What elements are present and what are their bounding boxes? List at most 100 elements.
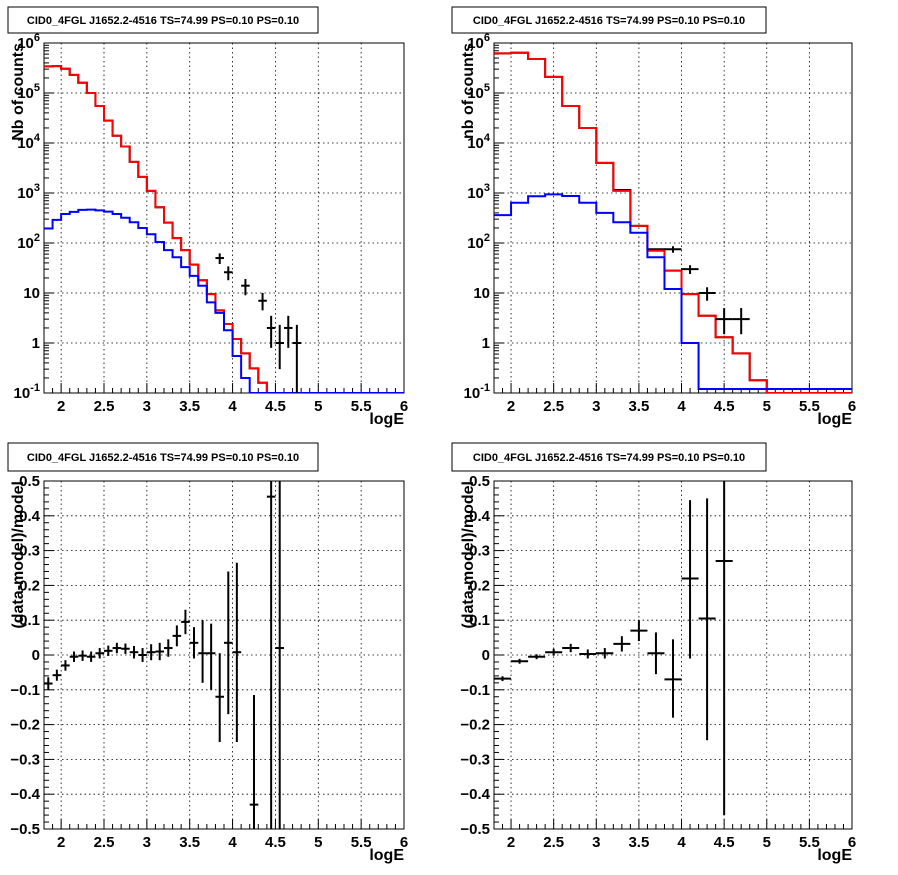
x-tick-label: 3 (143, 834, 151, 851)
x-tick-label: 4.5 (714, 398, 735, 415)
x-tick-label: 3 (592, 398, 600, 415)
data-point (681, 500, 699, 659)
y-tick-label: 102 (467, 232, 490, 252)
x-tick-label: 4.5 (265, 398, 286, 415)
data-point (266, 315, 276, 348)
data-point (715, 481, 733, 816)
y-tick-label: 1 (32, 335, 40, 352)
chart-panel-3: CID0_4FGL J1652.2-4516 TS=74.99 PS=0.10 … (7, 442, 408, 864)
y-tick-label: −0.2 (460, 717, 490, 734)
data-point (198, 620, 207, 683)
x-tick-label: 6 (400, 398, 408, 415)
data-point (52, 669, 62, 681)
y-tick-label: 104 (467, 132, 491, 152)
y-tick-label: −0.2 (10, 717, 40, 734)
data-point (164, 639, 173, 657)
data-point (511, 658, 529, 664)
data-point (266, 481, 276, 829)
y-axis-label: (data-model)/model (460, 481, 477, 629)
grid (494, 43, 852, 393)
data-point (206, 623, 216, 690)
y-tick-label: 10-1 (464, 382, 490, 402)
y-tick-label: 0 (32, 647, 40, 664)
x-tick-label: 2.5 (543, 834, 564, 851)
data-layer (494, 51, 852, 393)
x-tick-label: 2 (507, 834, 515, 851)
chart-panel-4: CID0_4FGL J1652.2-4516 TS=74.99 PS=0.10 … (451, 442, 856, 864)
x-tick-label: 5 (763, 834, 771, 851)
x-tick-label: 4.5 (265, 834, 286, 851)
data-layer (44, 481, 284, 829)
data-layer (44, 65, 404, 393)
data-point (275, 481, 284, 829)
y-tick-label: 0.4 (469, 508, 491, 525)
plot-frame (43, 42, 405, 394)
data-point (44, 677, 53, 690)
y-tick-label: −0.3 (10, 751, 40, 768)
y-tick-label: 105 (17, 82, 40, 102)
data-point (681, 265, 699, 274)
x-tick-label: 3 (143, 398, 151, 415)
data-point (698, 498, 716, 741)
data-point (284, 315, 293, 348)
chart-panel-2: CID0_4FGL J1652.2-4516 TS=74.99 PS=0.10 … (451, 6, 856, 428)
x-tick-label: 5 (763, 398, 771, 415)
y-tick-label: −0.1 (460, 682, 490, 699)
data-point (562, 643, 580, 653)
data-point (138, 648, 147, 662)
x-tick-label: 5.5 (799, 834, 820, 851)
y-axis-label: nb of counts (460, 43, 477, 139)
data-point (630, 620, 648, 642)
y-tick-label: −0.3 (460, 751, 490, 768)
y-tick-label: 10 (473, 285, 490, 302)
data-point (613, 636, 631, 652)
data-point (528, 654, 546, 660)
data-point (241, 279, 250, 296)
data-point (647, 632, 665, 675)
x-tick-label: 4 (677, 398, 686, 415)
histogram-series-1 (44, 65, 404, 393)
data-point (224, 266, 233, 281)
x-tick-label: 6 (848, 398, 856, 415)
x-tick-label: 3.5 (179, 834, 200, 851)
y-tick-label: 105 (467, 82, 490, 102)
data-point (172, 625, 182, 647)
x-tick-label: 2.5 (94, 398, 115, 415)
x-axis-label: logE (369, 411, 404, 428)
grid (44, 43, 404, 393)
y-tick-label: 0.3 (19, 543, 40, 560)
data-layer (494, 481, 733, 816)
chart-title-box (451, 442, 767, 472)
x-tick-label: 3.5 (628, 834, 649, 851)
x-axis-label: logE (817, 411, 852, 428)
x-tick-label: 2.5 (94, 834, 115, 851)
axis-ticks (43, 480, 405, 830)
histogram-series-1 (494, 51, 852, 393)
y-tick-label: 0 (482, 647, 490, 664)
y-tick-label: −0.5 (10, 821, 40, 838)
data-point (121, 643, 130, 654)
data-point (215, 253, 224, 265)
chart-title: CID0_4FGL J1652.2-4516 TS=74.99 PS=0.10 … (27, 452, 299, 464)
data-point (189, 627, 199, 659)
x-tick-label: 2 (57, 398, 65, 415)
y-tick-label: 0.5 (19, 473, 40, 490)
y-tick-label: −0.4 (460, 786, 490, 803)
y-tick-label: 0.1 (469, 612, 490, 629)
data-point (698, 287, 716, 301)
y-tick-label: 0.5 (469, 473, 490, 490)
x-tick-label: 4 (677, 834, 686, 851)
data-point (129, 645, 139, 659)
x-tick-label: 4 (228, 834, 237, 851)
x-tick-label: 4 (228, 398, 237, 415)
data-point (664, 639, 682, 718)
y-tick-label: −0.1 (10, 682, 40, 699)
x-tick-label: 2.5 (543, 398, 564, 415)
grid (44, 481, 404, 829)
y-tick-label: −0.5 (460, 821, 490, 838)
data-point (146, 644, 156, 661)
x-tick-label: 2 (57, 834, 65, 851)
y-tick-label: 0.2 (19, 577, 40, 594)
data-point (215, 653, 224, 742)
y-tick-label: 0.3 (469, 543, 490, 560)
